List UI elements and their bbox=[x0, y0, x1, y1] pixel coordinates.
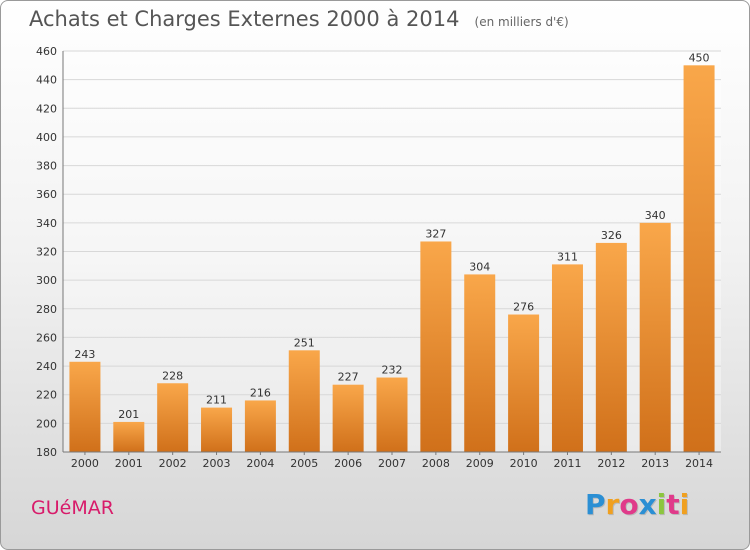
x-tick-label: 2000 bbox=[71, 457, 99, 470]
bar-value-label: 201 bbox=[118, 408, 139, 421]
bar bbox=[288, 350, 320, 452]
bar bbox=[244, 400, 276, 452]
y-tick-label: 240 bbox=[36, 360, 57, 373]
bar bbox=[595, 242, 627, 452]
y-tick-label: 340 bbox=[36, 217, 57, 230]
bar bbox=[201, 407, 233, 452]
bar bbox=[683, 65, 715, 453]
title-row: Achats et Charges Externes 2000 à 2014 (… bbox=[29, 7, 569, 31]
x-tick-label: 2005 bbox=[290, 457, 318, 470]
bar-value-label: 311 bbox=[557, 250, 578, 263]
x-tick-label: 2002 bbox=[159, 457, 187, 470]
x-tick-label: 2009 bbox=[466, 457, 494, 470]
y-tick-label: 440 bbox=[36, 74, 57, 87]
proxiti-logo: Proxiti bbox=[585, 488, 689, 521]
x-tick-label: 2014 bbox=[685, 457, 713, 470]
y-tick-label: 180 bbox=[36, 446, 57, 459]
bar-value-label: 327 bbox=[425, 227, 446, 240]
logo-letter: x bbox=[638, 488, 657, 521]
logo-letter: P bbox=[585, 488, 606, 521]
bar-value-label: 276 bbox=[513, 301, 534, 314]
logo-letter: r bbox=[605, 488, 620, 521]
y-tick-label: 280 bbox=[36, 303, 57, 316]
y-tick-label: 320 bbox=[36, 246, 57, 259]
y-tick-label: 360 bbox=[36, 188, 57, 201]
bar-value-label: 232 bbox=[382, 364, 403, 377]
bar bbox=[551, 264, 583, 452]
bar-value-label: 216 bbox=[250, 386, 271, 399]
x-tick-label: 2010 bbox=[510, 457, 538, 470]
bar-value-label: 450 bbox=[689, 51, 710, 64]
bar bbox=[157, 383, 189, 452]
bar-value-label: 340 bbox=[645, 209, 666, 222]
x-tick-label: 2008 bbox=[422, 457, 450, 470]
bar-value-label: 304 bbox=[469, 260, 490, 273]
axis-layer: 180 200 220 240 260 280 300 320 340 360 380 400 420 4… bbox=[36, 45, 721, 470]
x-tick-label: 2013 bbox=[641, 457, 669, 470]
x-tick-label: 2011 bbox=[553, 457, 581, 470]
bar-value-label: 251 bbox=[294, 336, 315, 349]
bar-value-label: 211 bbox=[206, 394, 227, 407]
logo-letter: i bbox=[679, 488, 690, 521]
x-tick-label: 2001 bbox=[115, 457, 143, 470]
bar-value-label: 227 bbox=[338, 371, 359, 384]
label-layer: 243 201 228 211 216 251 227 232 327 304 276 311 326 3… bbox=[74, 51, 709, 421]
page-subtitle: (en milliers d'€) bbox=[474, 15, 569, 29]
bar bbox=[639, 222, 671, 452]
y-tick-label: 420 bbox=[36, 102, 57, 115]
y-tick-label: 300 bbox=[36, 274, 57, 287]
y-tick-label: 220 bbox=[36, 389, 57, 402]
x-tick-label: 2003 bbox=[203, 457, 231, 470]
x-tick-label: 2004 bbox=[246, 457, 274, 470]
bar-value-label: 228 bbox=[162, 369, 183, 382]
bar bbox=[376, 377, 408, 452]
y-tick-label: 460 bbox=[36, 45, 57, 58]
bar bbox=[508, 314, 540, 452]
y-tick-label: 260 bbox=[36, 331, 57, 344]
logo-letter: t bbox=[666, 488, 680, 521]
x-tick-label: 2007 bbox=[378, 457, 406, 470]
bar bbox=[332, 384, 364, 452]
location-label: GUéMAR bbox=[31, 497, 114, 519]
y-tick-label: 400 bbox=[36, 131, 57, 144]
x-tick-label: 2006 bbox=[334, 457, 362, 470]
y-tick-label: 380 bbox=[36, 160, 57, 173]
x-tick-label: 2012 bbox=[597, 457, 625, 470]
y-tick-label: 200 bbox=[36, 417, 57, 430]
logo-letter: o bbox=[619, 488, 639, 521]
bar bbox=[113, 421, 145, 452]
bar-layer bbox=[69, 65, 715, 453]
bar bbox=[464, 274, 496, 452]
bar-value-label: 243 bbox=[74, 348, 95, 361]
bar bbox=[69, 361, 101, 452]
bar-value-label: 326 bbox=[601, 229, 622, 242]
page-title: Achats et Charges Externes 2000 à 2014 bbox=[29, 7, 460, 31]
logo-letter: i bbox=[656, 488, 667, 521]
bar bbox=[420, 241, 452, 452]
